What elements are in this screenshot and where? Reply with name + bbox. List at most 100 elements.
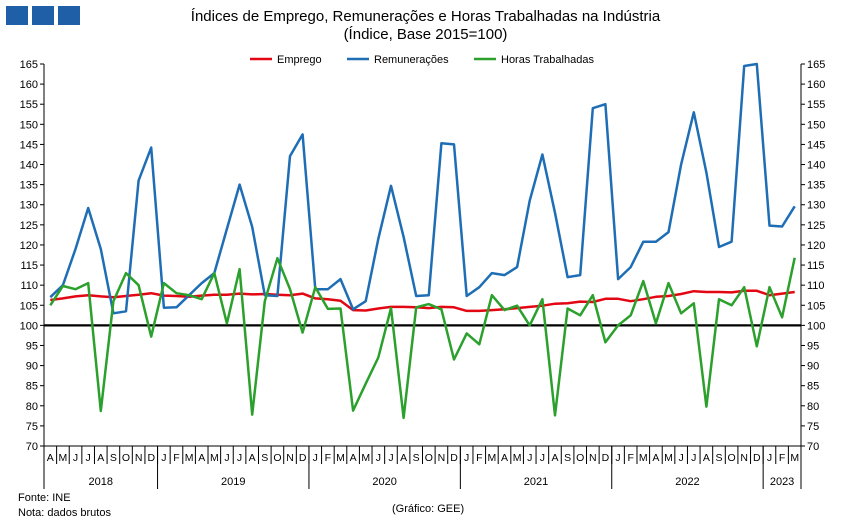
x-tick-label: J (691, 452, 696, 464)
x-tick-label: J (540, 452, 545, 464)
y-tick-label-right: 110 (807, 280, 825, 292)
year-label: 2021 (524, 476, 548, 488)
logo-block (32, 6, 54, 25)
x-tick-label: M (59, 452, 68, 464)
y-tick-label-left: 140 (20, 160, 38, 172)
x-tick-label: J (527, 452, 532, 464)
y-tick-label-right: 100 (807, 320, 825, 332)
series-line (50, 289, 795, 313)
y-tick-label-right: 125 (807, 220, 825, 232)
logo-block (6, 6, 28, 25)
x-tick-label: M (488, 452, 497, 464)
y-tick-label-right: 75 (807, 421, 819, 433)
ine-logo (6, 6, 80, 25)
x-tick-label: M (361, 452, 370, 464)
x-tick-label: M (336, 452, 345, 464)
x-tick-label: N (589, 452, 597, 464)
series-line (49, 62, 796, 315)
chart-subtitle: (Índice, Base 2015=100) (343, 26, 508, 43)
year-label: 2023 (770, 476, 794, 488)
data-note: Nota: dados brutos (18, 507, 111, 519)
x-tick-label: O (122, 452, 130, 464)
x-tick-label: M (639, 452, 648, 464)
x-tick-label: J (86, 452, 91, 464)
chart-title-block: Índices de Emprego, Remunerações e Horas… (0, 8, 851, 44)
y-tick-label-left: 110 (20, 280, 38, 292)
x-tick-label: O (576, 452, 584, 464)
y-tick-label-right: 80 (807, 401, 819, 413)
x-tick-label: A (249, 452, 256, 464)
legend-label: Emprego (277, 54, 322, 66)
y-tick-label-left: 115 (20, 260, 38, 272)
y-tick-label-left: 135 (20, 180, 38, 192)
y-tick-label-left: 80 (26, 401, 38, 413)
y-tick-label-right: 115 (807, 260, 825, 272)
x-tick-label: O (728, 452, 736, 464)
y-tick-label-left: 85 (26, 381, 38, 393)
y-tick-label-right: 120 (807, 240, 825, 252)
y-tick-label-right: 160 (807, 79, 825, 91)
x-tick-label: N (438, 452, 446, 464)
x-tick-label: M (513, 452, 522, 464)
y-tick-label-left: 100 (20, 320, 38, 332)
x-tick-label: F (476, 452, 482, 464)
x-tick-label: J (161, 452, 166, 464)
y-tick-label-right: 135 (807, 180, 825, 192)
x-tick-label: A (198, 452, 205, 464)
y-tick-label-right: 130 (807, 200, 825, 212)
legend-label: Remunerações (374, 54, 449, 66)
series-line (49, 256, 796, 420)
x-tick-label: A (703, 452, 710, 464)
y-tick-label-right: 90 (807, 361, 819, 373)
x-tick-label: A (501, 452, 508, 464)
x-tick-label: A (652, 452, 659, 464)
year-label: 2022 (675, 476, 699, 488)
x-tick-label: O (425, 452, 433, 464)
y-tick-label-right: 85 (807, 381, 819, 393)
x-tick-label: F (325, 452, 331, 464)
y-tick-label-left: 70 (26, 441, 38, 453)
x-tick-label: S (413, 452, 420, 464)
x-tick-label: D (147, 452, 155, 464)
x-tick-label: O (273, 452, 281, 464)
y-tick-label-left: 75 (26, 421, 38, 433)
y-tick-label-right: 150 (807, 119, 825, 131)
x-tick-label: S (564, 452, 571, 464)
x-tick-label: A (350, 452, 357, 464)
x-tick-label: D (753, 452, 761, 464)
x-tick-label: M (210, 452, 219, 464)
x-tick-label: A (551, 452, 558, 464)
y-tick-label-left: 160 (20, 79, 38, 91)
x-tick-label: J (388, 452, 393, 464)
x-tick-label: J (376, 452, 381, 464)
x-tick-label: M (790, 452, 799, 464)
y-tick-label-left: 90 (26, 361, 38, 373)
x-tick-label: J (313, 452, 318, 464)
x-tick-label: J (237, 452, 242, 464)
x-tick-label: F (627, 452, 633, 464)
x-tick-label: S (110, 452, 117, 464)
x-tick-label: D (602, 452, 610, 464)
y-tick-label-right: 165 (807, 59, 825, 71)
y-tick-label-left: 120 (20, 240, 38, 252)
source-note: Fonte: INE (18, 492, 71, 504)
x-tick-label: F (779, 452, 785, 464)
x-tick-label: A (47, 452, 54, 464)
y-tick-label-left: 165 (20, 59, 38, 71)
y-tick-label-left: 105 (20, 300, 38, 312)
logo-block (58, 6, 80, 25)
x-tick-label: M (185, 452, 194, 464)
y-tick-label-right: 155 (807, 99, 825, 111)
x-tick-label: J (679, 452, 684, 464)
x-tick-label: D (299, 452, 307, 464)
x-tick-label: M (664, 452, 673, 464)
y-tick-label-left: 155 (20, 99, 38, 111)
chart-credit: (Gráfico: GEE) (392, 503, 465, 515)
x-tick-label: J (73, 452, 78, 464)
y-tick-label-right: 70 (807, 441, 819, 453)
x-tick-label: J (767, 452, 772, 464)
y-tick-label-right: 140 (807, 160, 825, 172)
x-tick-label: F (173, 452, 179, 464)
y-tick-label-left: 130 (20, 200, 38, 212)
